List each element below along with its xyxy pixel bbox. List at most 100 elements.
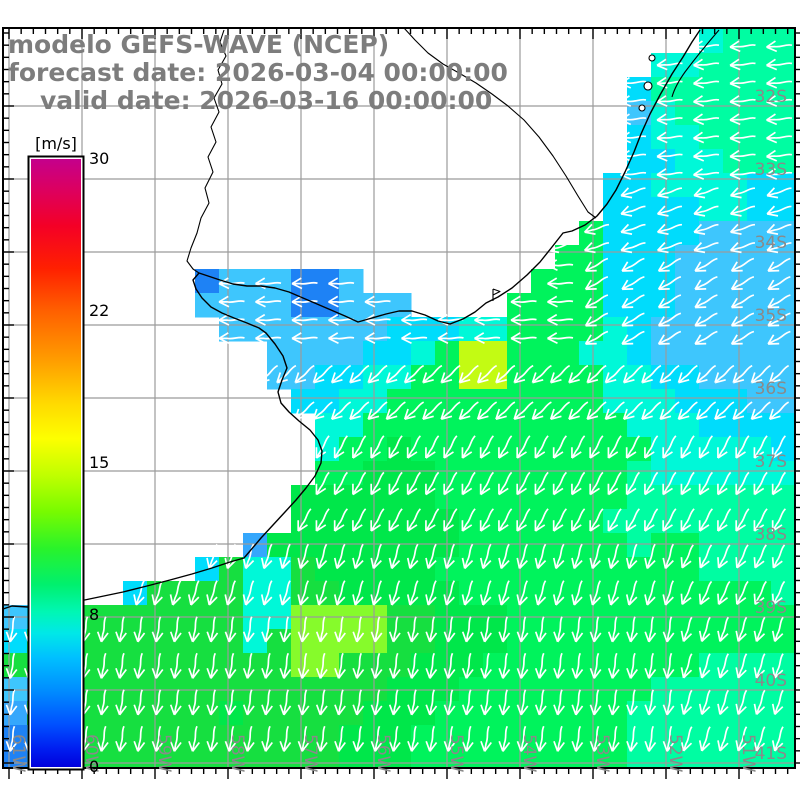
wind-arrow — [498, 580, 510, 606]
wind-arrow — [534, 689, 547, 716]
wind-arrow — [188, 652, 200, 679]
wind-speed-cell — [483, 485, 508, 510]
wind-arrow — [621, 330, 645, 345]
wind-arrow — [495, 364, 516, 384]
wind-speed-cell — [747, 317, 772, 342]
lon-label: 55W — [446, 734, 466, 773]
wind-arrow — [735, 616, 748, 643]
wind-arrow — [729, 58, 756, 71]
wind-arrow — [516, 543, 529, 570]
wind-speed-cell — [627, 341, 652, 366]
wind-arrow — [694, 294, 718, 309]
lon-label: 52W — [665, 734, 685, 773]
wind-arrow — [771, 653, 784, 679]
wind-arrow — [498, 471, 513, 496]
wind-arrow — [279, 543, 291, 570]
colorbar: [m/s] 30 22 15 8 0 — [27, 134, 109, 776]
wind-arrow — [443, 508, 458, 532]
wind-arrow — [476, 364, 498, 384]
wind-arrow — [693, 149, 720, 162]
wind-arrow — [498, 725, 511, 752]
wind-arrow — [315, 508, 330, 532]
wind-arrow — [621, 276, 645, 291]
wind-arrow — [370, 616, 383, 643]
wind-arrow — [422, 364, 443, 384]
wind-arrow — [495, 401, 516, 421]
wind-arrow — [717, 580, 731, 606]
wind-speed-cell — [747, 293, 772, 318]
wind-speed-cell — [699, 341, 724, 366]
wind-arrow — [717, 616, 730, 643]
wind-arrow — [698, 544, 713, 569]
wind-arrow — [735, 726, 748, 752]
lagoon-patos-path — [671, 29, 720, 98]
wind-arrow — [315, 580, 328, 606]
wind-speed-cell — [651, 365, 676, 390]
wind-arrow — [547, 277, 574, 290]
wind-arrow — [644, 471, 659, 496]
wind-arrow — [5, 652, 18, 679]
wind-arrow — [698, 508, 714, 532]
wind-arrow — [133, 689, 146, 716]
wind-arrow — [388, 725, 401, 752]
wind-arrow — [297, 689, 310, 716]
wind-arrow — [534, 543, 547, 570]
wind-arrow — [735, 471, 750, 496]
wind-arrow — [334, 689, 346, 716]
wind-speed-cell — [459, 461, 484, 486]
lat-label: 35S — [755, 306, 787, 326]
wind-speed-cell — [267, 629, 292, 654]
wind-speed-cell — [363, 437, 388, 462]
wind-arrow — [549, 401, 571, 421]
wind-arrow — [261, 652, 273, 679]
wind-arrow — [513, 401, 534, 421]
wind-arrow — [626, 652, 638, 679]
wind-arrow — [656, 95, 683, 107]
wind-speed-cell — [507, 485, 532, 510]
wind-speed-cell — [747, 101, 772, 126]
wind-speed-cell — [723, 701, 748, 726]
wind-arrow — [206, 689, 219, 716]
wind-speed-cell — [603, 485, 628, 510]
wind-arrow — [242, 616, 255, 643]
wind-arrow — [656, 187, 683, 199]
wind-arrow — [297, 616, 310, 643]
wind-arrow — [169, 652, 182, 679]
wind-speed-cell — [771, 413, 795, 438]
wind-speed-cell — [315, 389, 340, 414]
wind-arrow — [516, 725, 529, 752]
wind-speed-cell — [243, 557, 268, 582]
wind-arrow — [735, 508, 750, 532]
wind-speed-cell — [603, 437, 628, 462]
wind-arrow — [547, 332, 574, 345]
wind-speed-cell — [363, 293, 388, 318]
wind-speed-cell — [315, 677, 340, 702]
wind-speed-cell — [387, 701, 412, 726]
wind-arrow — [425, 616, 438, 643]
wind-arrow — [662, 616, 675, 643]
wind-speed-cell — [459, 677, 484, 702]
wind-arrow — [133, 580, 145, 606]
wind-arrow — [766, 113, 793, 126]
wind-speed-cell — [723, 509, 748, 534]
wind-arrow — [261, 616, 273, 643]
wind-arrow — [680, 435, 695, 459]
wind-speed-cell — [531, 629, 556, 654]
wind-arrow — [771, 435, 787, 459]
wind-speed-cell — [315, 341, 340, 366]
wind-speed-cell — [699, 437, 724, 462]
wind-arrow — [584, 257, 609, 272]
wind-arrow — [656, 205, 683, 217]
wind-arrow — [622, 401, 644, 421]
wind-speed-cell — [3, 677, 28, 702]
wind-arrow — [315, 725, 328, 752]
wind-arrow — [461, 471, 476, 496]
wind-speed-cell — [675, 365, 700, 390]
wind-arrow — [425, 652, 438, 679]
wind-speed-cell — [555, 533, 580, 558]
wind-arrow — [771, 616, 784, 643]
wind-arrow — [133, 725, 146, 752]
wind-arrow — [693, 187, 719, 199]
wind-speed-cell — [507, 629, 532, 654]
